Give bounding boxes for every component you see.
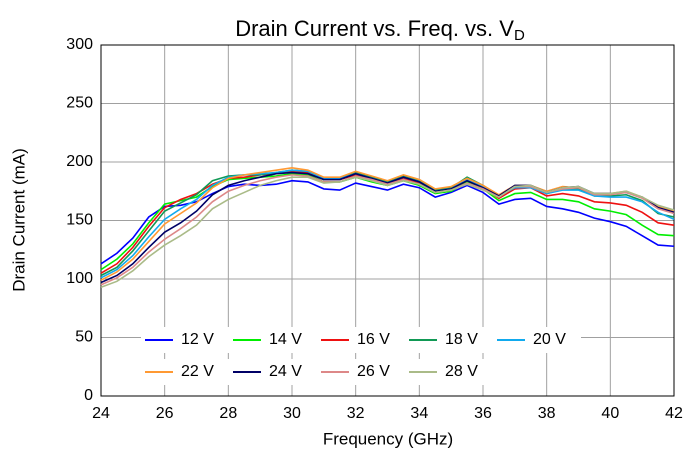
legend-label: 26 V — [357, 363, 390, 380]
x-tick-label: 32 — [347, 405, 365, 422]
x-tick-label: 24 — [92, 405, 110, 422]
series-line — [100, 169, 675, 277]
x-tick-label: 28 — [219, 405, 237, 422]
legend-label: 18 V — [445, 331, 478, 348]
x-axis-label: Frequency (GHz) — [323, 429, 453, 448]
title-main: Drain Current vs. Freq. vs. V — [235, 16, 514, 41]
plot-border — [100, 44, 675, 397]
y-tick-label: 150 — [66, 212, 93, 229]
x-tick-label: 34 — [410, 405, 428, 422]
series-line — [100, 174, 675, 286]
legend-label: 12 V — [181, 331, 214, 348]
title-subscript: D — [514, 27, 525, 44]
series-line — [100, 179, 675, 265]
legend-label: 20 V — [533, 331, 566, 348]
chart-title: Drain Current vs. Freq. vs. VD — [235, 16, 525, 44]
y-tick-label: 250 — [66, 95, 93, 112]
y-tick-label: 100 — [66, 270, 93, 287]
x-tick-label: 26 — [156, 405, 174, 422]
y-tick-label: 200 — [66, 153, 93, 170]
y-axis-label: Drain Current (mA) — [9, 148, 28, 292]
legend: 12 V 14 V 16 V 18 V 20 V 22 V 24 V 26 V 28 V — [141, 327, 581, 385]
y-tick-label: 0 — [84, 387, 93, 404]
legend-label: 14 V — [269, 331, 302, 348]
x-tick-label: 38 — [538, 405, 556, 422]
legend-label: 22 V — [181, 363, 214, 380]
x-tick-label: 30 — [283, 405, 301, 422]
legend-label: 28 V — [445, 363, 478, 380]
x-tick-label: 42 — [665, 405, 683, 422]
legend-label: 24 V — [269, 363, 302, 380]
y-tick-label: 50 — [75, 329, 93, 346]
y-tick-label: 300 — [66, 36, 93, 53]
series-line — [100, 176, 675, 288]
x-tick-label: 40 — [601, 405, 619, 422]
x-tick-label: 36 — [474, 405, 492, 422]
legend-label: 16 V — [357, 331, 390, 348]
